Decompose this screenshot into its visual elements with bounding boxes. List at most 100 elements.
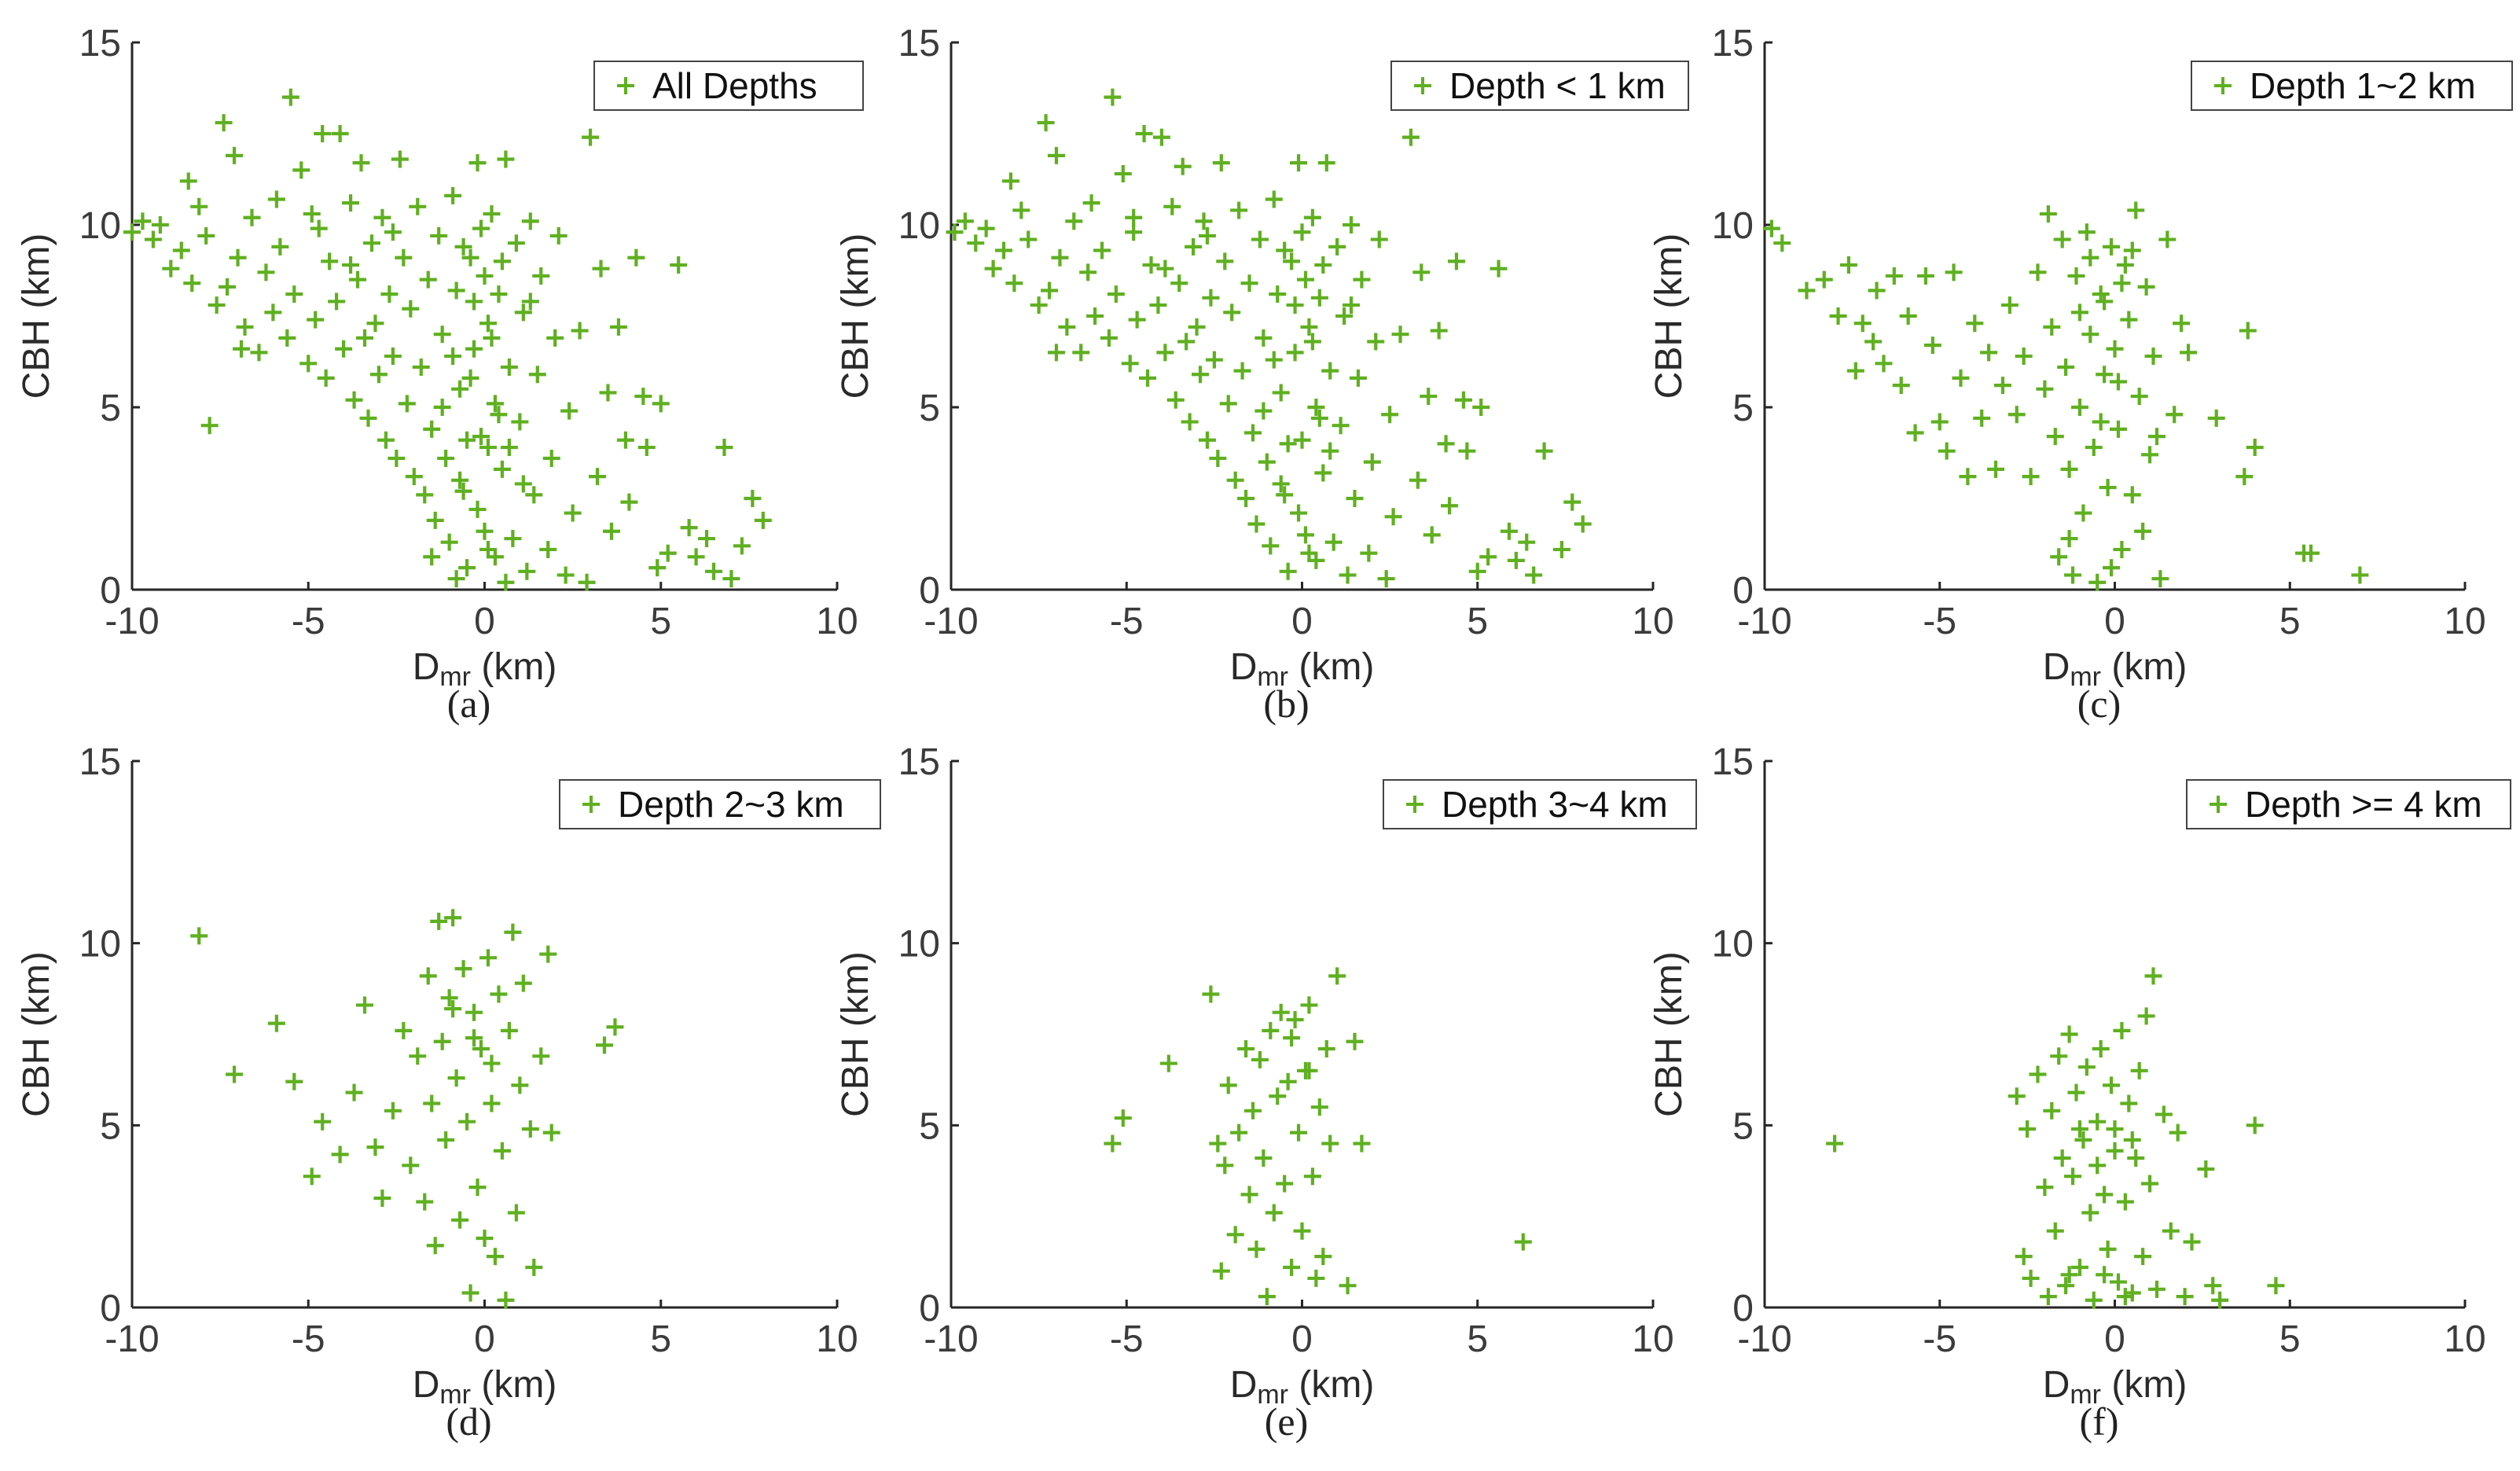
panel-caption: (e) xyxy=(1265,1399,1309,1443)
data-point xyxy=(525,1259,543,1277)
data-point xyxy=(1317,154,1335,172)
data-point xyxy=(2123,486,2141,504)
data-point xyxy=(190,927,208,945)
data-point xyxy=(1237,1040,1255,1058)
data-point xyxy=(264,303,282,322)
data-point xyxy=(1300,318,1318,336)
data-point xyxy=(1328,967,1346,985)
data-point xyxy=(549,226,568,245)
x-axis-label: Dmr (km) xyxy=(2043,646,2188,692)
data-point xyxy=(373,208,391,226)
data-point xyxy=(299,355,318,373)
data-point xyxy=(616,431,634,449)
data-point xyxy=(511,1076,529,1094)
legend-label: Depth 3~4 km xyxy=(1442,784,1668,825)
data-point xyxy=(2088,1157,2107,1175)
data-point xyxy=(2008,1087,2026,1105)
data-point xyxy=(447,1069,465,1087)
data-point xyxy=(1237,490,1255,507)
data-point xyxy=(2113,274,2131,292)
y-tick-label: 15 xyxy=(898,23,940,64)
data-point xyxy=(2116,1193,2134,1211)
data-point xyxy=(151,216,169,234)
data-point xyxy=(479,540,497,558)
data-point xyxy=(2144,967,2162,985)
data-point xyxy=(557,566,575,584)
x-tick-label: -10 xyxy=(924,601,978,642)
data-point xyxy=(1041,281,1059,300)
data-point xyxy=(352,154,370,172)
data-point xyxy=(236,318,254,336)
data-point xyxy=(423,420,441,438)
data-point xyxy=(1839,256,1857,274)
data-point xyxy=(1993,377,2011,395)
legend-marker xyxy=(2214,77,2232,94)
y-tick-label: 0 xyxy=(100,1288,121,1329)
data-point xyxy=(2096,1186,2114,1204)
data-point xyxy=(2057,358,2075,376)
data-point xyxy=(1243,424,1262,442)
panel-a: -10 -5 0 5 10 0 5 10 15 Dmr (km) CBH (km) (a) All De… xyxy=(16,23,864,726)
data-point xyxy=(472,219,490,237)
data-point xyxy=(1283,1029,1301,1047)
data-point xyxy=(1254,1149,1273,1168)
data-point xyxy=(468,1179,487,1197)
data-point xyxy=(1082,194,1100,212)
data-point xyxy=(2046,428,2064,446)
data-point xyxy=(1826,1135,1844,1153)
data-point xyxy=(1507,551,1525,569)
data-point xyxy=(1321,362,1339,380)
data-point xyxy=(1283,252,1301,270)
data-point xyxy=(1226,1226,1244,1244)
data-point xyxy=(539,945,557,963)
data-point xyxy=(546,329,564,347)
x-tick-label: -10 xyxy=(105,1318,159,1360)
x-tick-label: 10 xyxy=(1632,601,1673,642)
data-point xyxy=(1339,566,1357,584)
data-point xyxy=(2134,1248,2152,1266)
data-point xyxy=(483,205,501,223)
data-point xyxy=(1216,1157,1234,1175)
data-point xyxy=(1441,497,1459,515)
data-point xyxy=(356,996,374,1014)
x-tick-label: -5 xyxy=(1923,601,1956,642)
data-point xyxy=(1923,336,1941,355)
data-point xyxy=(518,562,536,580)
data-point xyxy=(395,248,413,267)
y-axis-label: CBH (km) xyxy=(1648,951,1690,1117)
data-point xyxy=(331,125,349,142)
data-point xyxy=(2109,420,2127,438)
y-tick-label: 0 xyxy=(919,570,940,612)
data-point xyxy=(1959,468,1977,486)
data-point xyxy=(1265,1204,1283,1222)
data-point xyxy=(1107,285,1125,303)
data-point xyxy=(134,212,152,230)
data-point xyxy=(946,223,964,241)
data-point xyxy=(2070,399,2088,416)
y-tick-label: 15 xyxy=(898,741,940,783)
data-point xyxy=(490,285,508,303)
y-tick-label: 10 xyxy=(79,205,121,247)
data-point xyxy=(226,146,244,164)
data-point xyxy=(472,428,490,446)
data-point xyxy=(200,417,219,435)
data-point xyxy=(2109,373,2127,391)
data-point xyxy=(1226,471,1244,489)
data-point xyxy=(479,314,497,333)
data-point xyxy=(215,114,233,132)
data-point xyxy=(2008,406,2026,424)
data-point xyxy=(1296,270,1314,289)
data-point xyxy=(1272,384,1290,402)
legend-box xyxy=(2191,61,2513,111)
data-point xyxy=(1367,333,1385,351)
data-point xyxy=(602,522,620,540)
data-point xyxy=(595,1036,613,1054)
data-point xyxy=(1423,526,1441,544)
legend-marker xyxy=(617,77,634,94)
data-point xyxy=(314,1112,332,1131)
data-point xyxy=(369,366,388,384)
data-point xyxy=(398,395,416,413)
data-point xyxy=(1047,146,1065,164)
data-point xyxy=(1262,537,1280,555)
data-point xyxy=(278,329,296,347)
